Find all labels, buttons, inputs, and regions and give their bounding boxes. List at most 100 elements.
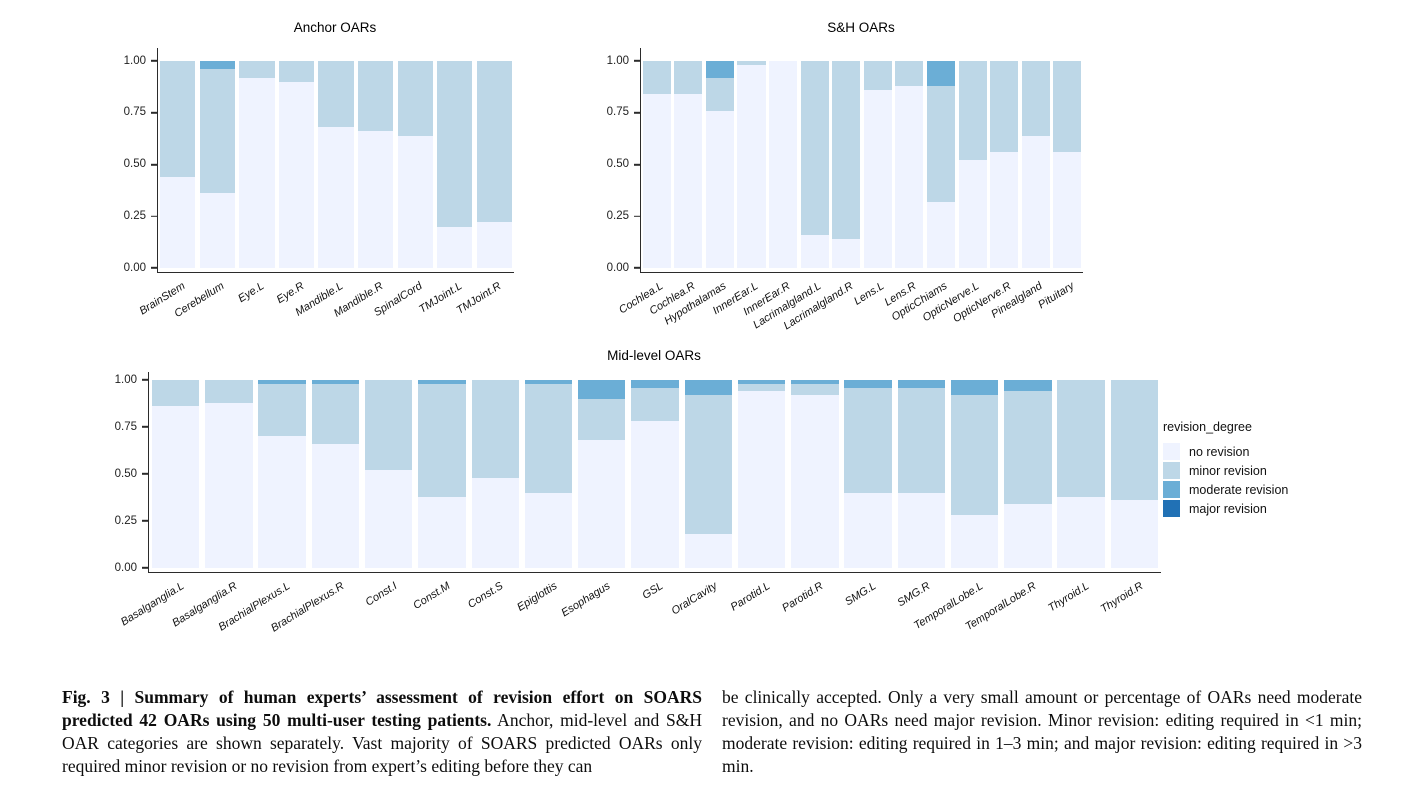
panel-title-midlevel: Mid-level OARs bbox=[607, 348, 701, 363]
y-tick-label: 0.00 bbox=[606, 261, 629, 274]
segment-moderate-revision bbox=[258, 380, 306, 384]
segment-no-revision bbox=[958, 160, 987, 268]
legend: revision_degree no revision minor revisi… bbox=[1163, 420, 1288, 519]
stacked-bar bbox=[258, 380, 306, 568]
legend-item-moderate-revision: moderate revision bbox=[1163, 481, 1288, 498]
segment-minor-revision bbox=[705, 77, 734, 111]
y-tick-label: 0.00 bbox=[114, 561, 137, 574]
segment-no-revision bbox=[791, 395, 839, 568]
bar-BrachialPlexus.L bbox=[256, 380, 309, 568]
bar-OralCavity bbox=[682, 380, 735, 568]
stacked-bar bbox=[437, 61, 473, 268]
segment-minor-revision bbox=[205, 380, 253, 403]
segment-no-revision bbox=[674, 94, 703, 268]
stacked-bar bbox=[684, 380, 732, 568]
x-tick-label: Const.M bbox=[411, 580, 453, 612]
segment-moderate-revision bbox=[311, 380, 360, 384]
stacked-bar bbox=[832, 61, 861, 268]
caption-text-left: Anchor, mid-level and S&H OAR categories… bbox=[62, 710, 702, 776]
y-tick-mark bbox=[142, 567, 149, 569]
segment-no-revision bbox=[705, 110, 734, 268]
bar-Eye.L bbox=[237, 61, 277, 268]
segment-minor-revision bbox=[897, 387, 946, 493]
y-tick-label: 1.00 bbox=[123, 54, 146, 67]
y-tick-mark bbox=[634, 60, 641, 62]
segment-no-revision bbox=[258, 436, 306, 568]
segment-no-revision bbox=[578, 440, 626, 568]
plot-area-anchor: BrainStem Cerebellum Eye.L Eye.R Mandible.L M… bbox=[124, 48, 514, 320]
y-tick-label: 0.75 bbox=[114, 420, 137, 433]
bar-Const.M bbox=[415, 380, 468, 568]
stacked-bar bbox=[1004, 380, 1052, 568]
y-tick-mark bbox=[634, 111, 641, 114]
segment-minor-revision bbox=[863, 61, 892, 90]
segment-minor-revision bbox=[258, 383, 306, 437]
segment-minor-revision bbox=[926, 85, 956, 202]
stacked-bar bbox=[205, 380, 253, 568]
bar-Basalganglia.L bbox=[149, 380, 202, 568]
segment-no-revision bbox=[950, 515, 999, 568]
stacked-bar bbox=[318, 61, 354, 268]
segment-no-revision bbox=[926, 201, 956, 268]
stacked-bar bbox=[791, 380, 839, 568]
segment-no-revision bbox=[357, 131, 394, 268]
segment-no-revision bbox=[364, 470, 413, 568]
x-tick-label: Parotid.L bbox=[728, 580, 773, 614]
segment-minor-revision bbox=[642, 61, 671, 95]
stacked-bar bbox=[524, 380, 573, 568]
bar-Eye.R bbox=[277, 61, 317, 268]
bar-Lacrimalgland.L bbox=[799, 61, 831, 268]
segment-no-revision bbox=[1021, 135, 1050, 268]
y-tick-label: 0.25 bbox=[123, 209, 146, 222]
segment-minor-revision bbox=[151, 380, 200, 407]
bar-TemporalLobe.R bbox=[1001, 380, 1054, 568]
x-tick-label: Lens.L bbox=[852, 280, 887, 308]
stacked-bar bbox=[844, 380, 892, 568]
bar-SpinalCord bbox=[395, 61, 435, 268]
segment-moderate-revision bbox=[705, 61, 734, 78]
segment-no-revision bbox=[199, 193, 235, 268]
segment-no-revision bbox=[151, 406, 200, 568]
bar-Cochlea.L bbox=[641, 61, 673, 268]
bar-Thyroid.R bbox=[1108, 380, 1161, 568]
segment-minor-revision bbox=[1021, 61, 1050, 136]
segment-minor-revision bbox=[239, 61, 275, 78]
legend-item-major-revision: major revision bbox=[1163, 500, 1288, 517]
segment-minor-revision bbox=[684, 395, 732, 535]
stacked-bar bbox=[895, 61, 924, 268]
stacked-bar bbox=[199, 61, 235, 268]
segment-no-revision bbox=[737, 65, 766, 268]
stacked-bar bbox=[578, 380, 626, 568]
bars-sh bbox=[641, 61, 1083, 268]
plot-area-midlevel: Basalganglia.L Basalganglia.R BrachialPlex… bbox=[115, 372, 1161, 635]
bar-Cerebellum bbox=[198, 61, 238, 268]
stacked-bar bbox=[239, 61, 275, 268]
segment-minor-revision bbox=[437, 61, 473, 227]
segment-minor-revision bbox=[418, 383, 466, 497]
segment-minor-revision bbox=[737, 61, 766, 66]
bar-Epiglottis bbox=[522, 380, 575, 568]
bar-Pituitary bbox=[1052, 61, 1084, 268]
y-tick-mark bbox=[142, 379, 149, 381]
x-tick-label: Thyroid.L bbox=[1046, 580, 1092, 615]
bars-midlevel bbox=[149, 380, 1161, 568]
figure-caption: Fig. 3 | Summary of human experts’ asses… bbox=[62, 686, 1362, 778]
stacked-bar bbox=[418, 380, 466, 568]
segment-no-revision bbox=[737, 391, 786, 568]
segment-minor-revision bbox=[1053, 61, 1082, 153]
bar-TMJoint.L bbox=[435, 61, 475, 268]
y-tick-label: 0.75 bbox=[606, 106, 629, 118]
bar-OpticNerve.R bbox=[988, 61, 1020, 268]
segment-minor-revision bbox=[397, 61, 433, 136]
stacked-bar bbox=[278, 61, 315, 268]
bar-Mandible.L bbox=[316, 61, 356, 268]
legend-item-no-revision: no revision bbox=[1163, 443, 1288, 460]
segment-minor-revision bbox=[958, 61, 987, 161]
segment-no-revision bbox=[278, 81, 315, 268]
segment-no-revision bbox=[863, 89, 892, 268]
bar-Const.I bbox=[362, 380, 415, 568]
segment-minor-revision bbox=[578, 398, 626, 441]
legend-swatch-major-revision bbox=[1163, 500, 1180, 517]
bar-BrainStem bbox=[158, 61, 198, 268]
segment-no-revision bbox=[895, 85, 924, 268]
